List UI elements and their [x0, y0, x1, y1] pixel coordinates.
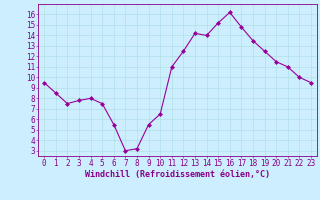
- X-axis label: Windchill (Refroidissement éolien,°C): Windchill (Refroidissement éolien,°C): [85, 170, 270, 179]
